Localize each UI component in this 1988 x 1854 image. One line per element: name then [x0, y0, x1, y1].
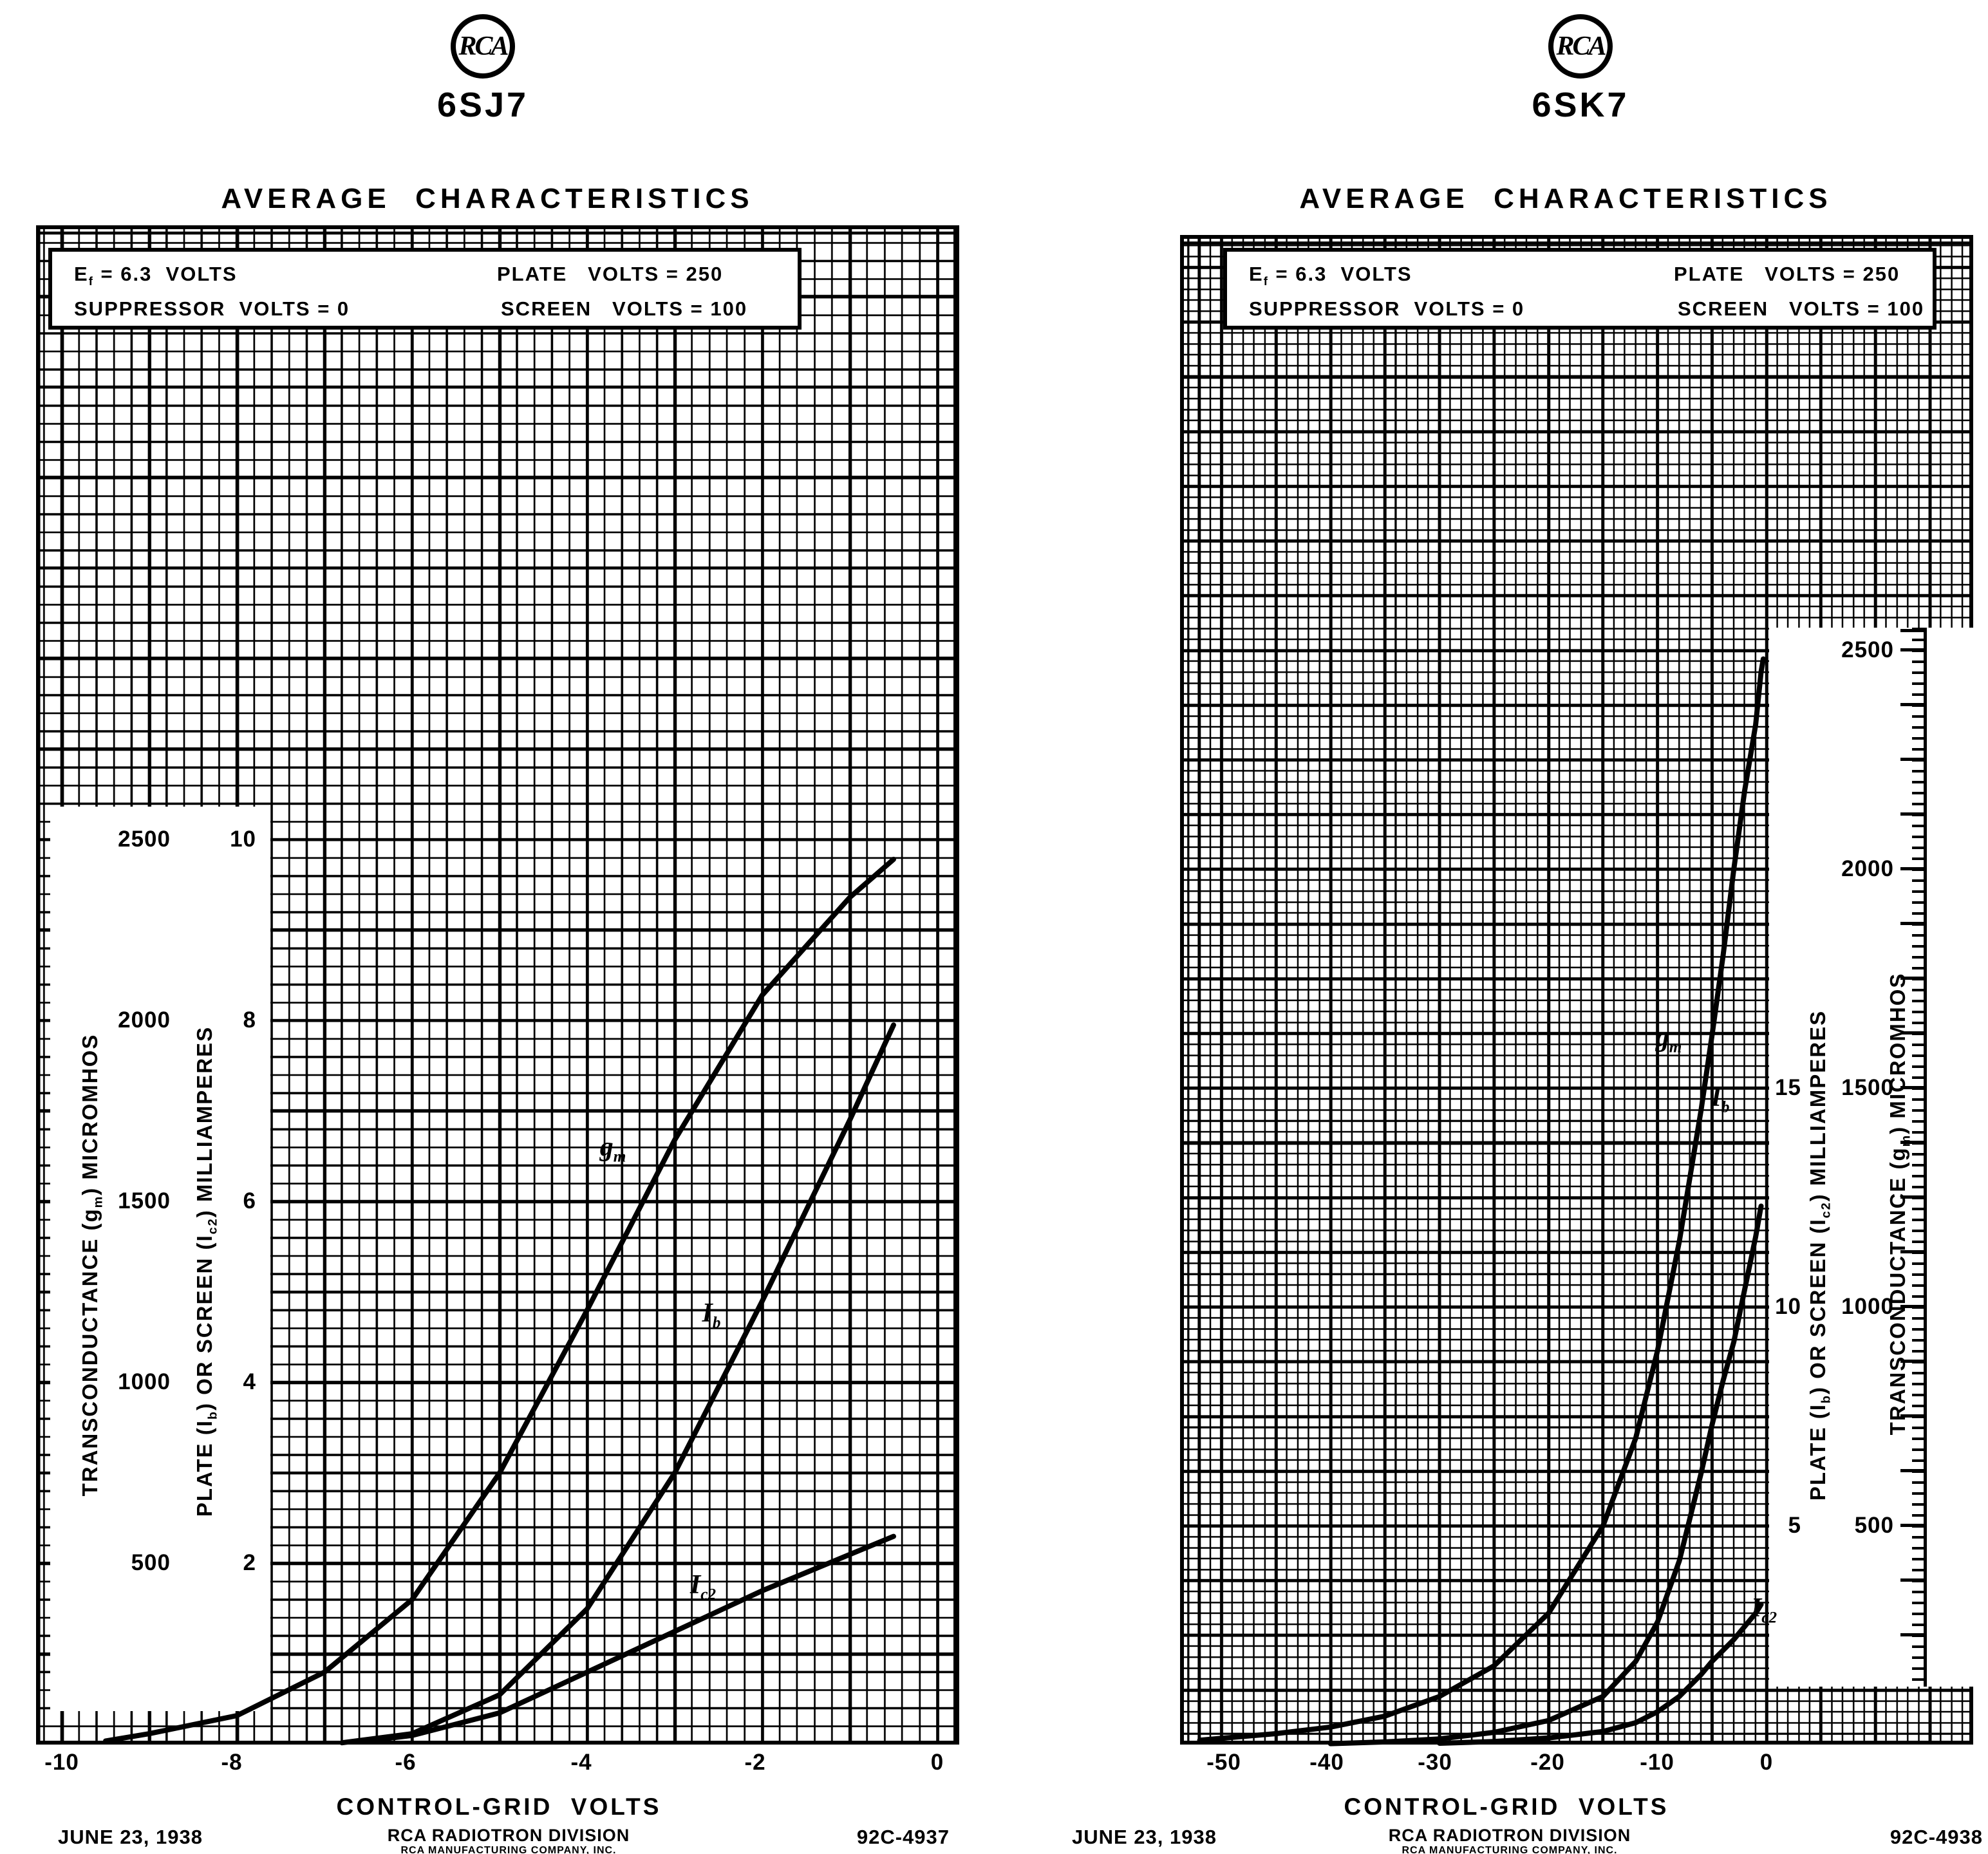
x-tick-right: 0	[1759, 1750, 1774, 1775]
footer-date-right: JUNE 23, 1938	[1072, 1826, 1217, 1848]
condition-heater-left: Ef = 6.3 VOLTS	[74, 263, 238, 288]
tube-name-left: 6SJ7	[436, 86, 529, 124]
x-axis-title-right: CONTROL-GRID VOLTS	[1344, 1793, 1669, 1820]
micromhos-tick-left: 2000	[118, 1007, 171, 1033]
x-tick-left: 0	[930, 1750, 944, 1775]
footer-date-left: JUNE 23, 1938	[58, 1826, 203, 1848]
micromhos-tick-left: 1500	[118, 1188, 171, 1213]
conditions-box-right	[1223, 248, 1936, 330]
condition-screen-right: SCREEN VOLTS = 100	[1678, 297, 1925, 320]
x-tick-right: -50	[1206, 1750, 1241, 1775]
transconductance-axis-label-left: TRANSCONDUCTANCE (gm) MICROMHOS	[78, 1033, 106, 1497]
rca-logo-text-right: RCA	[1556, 32, 1606, 61]
milliamps-tick-right: 10	[1775, 1294, 1801, 1319]
tube-name-right: 6SK7	[1532, 86, 1629, 124]
drawing-number-right: 92C-4938	[1890, 1826, 1983, 1848]
curve-label-gm-right: gm	[1655, 1023, 1682, 1056]
micromhos-tick-left: 500	[131, 1550, 171, 1575]
milliamperes-axis-label-left: PLATE (Ib) OR SCREEN (Ic2) MILLIAMPERES	[192, 1025, 220, 1517]
curve-label-ib-right: Ib	[1711, 1083, 1730, 1116]
milliamps-tick-left: 6	[243, 1188, 256, 1213]
x-tick-right: -30	[1418, 1750, 1452, 1775]
curve-label-ic2-right: Ic2	[1750, 1593, 1777, 1627]
condition-plate-left: PLATE VOLTS = 250	[497, 263, 724, 285]
conditions-box-left	[48, 248, 802, 330]
footer-division-right: RCA RADIOTRON DIVISION	[1388, 1826, 1631, 1845]
x-tick-right: -20	[1530, 1750, 1565, 1775]
scale-tick-marks-minor	[1912, 628, 1924, 1687]
footer-company-right: RCA MANUFACTURING COMPANY, INC.	[1402, 1845, 1618, 1854]
x-axis-title-left: CONTROL-GRID VOLTS	[336, 1793, 662, 1820]
x-tick-right: -40	[1309, 1750, 1344, 1775]
rca-logo-left: RCA	[451, 14, 515, 79]
condition-heater-right: Ef = 6.3 VOLTS	[1249, 263, 1412, 288]
milliamperes-axis-label-right: PLATE (Ib) OR SCREEN (Ic2) MILLIAMPERES	[1806, 1009, 1833, 1501]
axis-label-box-right	[1769, 628, 1984, 1687]
curve-label-ic2-left: Ic2	[689, 1570, 717, 1604]
milliamps-tick-left: 8	[243, 1007, 256, 1033]
micromhos-tick-right: 1500	[1841, 1075, 1894, 1100]
chart-title-right: AVERAGE CHARACTERISTICS	[1299, 183, 1832, 214]
footer-company-left: RCA MANUFACTURING COMPANY, INC.	[400, 1845, 617, 1854]
milliamps-tick-left: 2	[243, 1550, 256, 1575]
x-tick-left: -4	[570, 1750, 592, 1775]
micromhos-tick-right: 2500	[1841, 637, 1894, 662]
footer-division-left: RCA RADIOTRON DIVISION	[387, 1826, 630, 1845]
micromhos-tick-left: 2500	[118, 827, 171, 852]
x-tick-left: -10	[44, 1750, 79, 1775]
rca-logo-text-left: RCA	[458, 32, 509, 61]
micromhos-tick-left: 1000	[118, 1369, 171, 1394]
x-tick-left: -8	[221, 1750, 243, 1775]
milliamps-tick-right: 5	[1788, 1513, 1801, 1538]
scale-line-right	[1924, 628, 1927, 1687]
condition-suppressor-right: SUPPRESSOR VOLTS = 0	[1249, 297, 1525, 320]
micromhos-tick-right: 1000	[1841, 1294, 1894, 1319]
transconductance-axis-label-right: TRANSCONDUCTANCE (gm) MICROMHOS	[1886, 972, 1913, 1436]
condition-screen-left: SCREEN VOLTS = 100	[501, 297, 748, 320]
micromhos-tick-right: 500	[1854, 1513, 1894, 1538]
micromhos-tick-right: 2000	[1841, 856, 1894, 881]
drawing-number-left: 92C-4937	[856, 1826, 950, 1848]
x-tick-left: -2	[744, 1750, 766, 1775]
milliamps-tick-left: 10	[230, 827, 256, 852]
x-tick-left: -6	[395, 1750, 417, 1775]
milliamps-tick-left: 4	[243, 1369, 256, 1394]
milliamps-tick-right: 15	[1775, 1075, 1801, 1100]
rca-logo-right: RCA	[1548, 14, 1613, 79]
x-tick-right: -10	[1640, 1750, 1674, 1775]
curve-label-gm-left: gm	[599, 1132, 626, 1166]
condition-suppressor-left: SUPPRESSOR VOLTS = 0	[74, 297, 350, 320]
curve-label-ib-left: Ib	[702, 1298, 721, 1332]
chart-title-left: AVERAGE CHARACTERISTICS	[221, 183, 754, 214]
condition-plate-right: PLATE VOLTS = 250	[1674, 263, 1900, 285]
